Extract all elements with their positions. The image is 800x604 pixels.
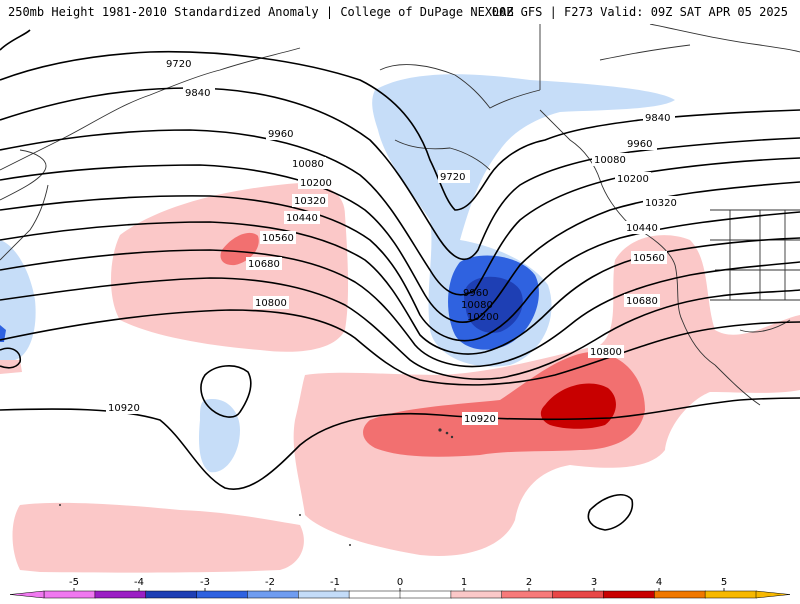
colorbar-segment [298, 590, 350, 599]
contour-label-10200: 10200 [300, 178, 332, 189]
contour-label-10320: 10320 [294, 196, 326, 207]
contour-label-10920: 10920 [108, 403, 140, 414]
contour-label-10560: 10560 [262, 233, 294, 244]
colorbar-segment [704, 590, 757, 599]
colorbar-tick-label: -1 [330, 577, 340, 588]
colorbar-segment [501, 590, 554, 599]
colorbar-segment [145, 590, 198, 599]
colorbar-tick-labels: -5 -4 -3 -2 -1 0 1 2 3 4 5 [69, 577, 727, 588]
colorbar-segment [552, 590, 605, 599]
colorbar-tick-label: -2 [265, 577, 275, 588]
contour-label-10080-east: 10080 [594, 155, 626, 166]
colorbar-segments [9, 590, 791, 599]
colorbar-segment [450, 590, 503, 599]
contour-label-9720-center: 9720 [440, 172, 465, 183]
model-run-info: 00Z GFS | F273 Valid: 09Z SAT APR 05 202… [491, 5, 788, 19]
contour-label-10800: 10800 [255, 298, 287, 309]
contour-label-10440: 10440 [286, 213, 318, 224]
colorbar-tick-label: 1 [461, 577, 467, 588]
colorbar-tick-label: 2 [526, 577, 532, 588]
colorbar-tick-label: 3 [591, 577, 597, 588]
contour-label-10200-east: 10200 [617, 174, 649, 185]
colorbar-tick-label: -4 [134, 577, 144, 588]
contour-label-10560-east: 10560 [633, 253, 665, 264]
contour-label-10200-low: 10200 [467, 312, 499, 323]
colorbar-segment [399, 590, 452, 599]
contour-label-10800-east: 10800 [590, 347, 622, 358]
colorbar-tick-label: -3 [200, 577, 210, 588]
extreme-positive-shading [540, 383, 616, 429]
contour-label-9960: 9960 [268, 129, 293, 140]
contour-labels: 9720 9840 9840 9960 9960 9720 10080 1008… [106, 57, 679, 425]
colorbar-tick-label: 5 [721, 577, 727, 588]
colorbar-tick-marks [73, 588, 725, 591]
colorbar-segment [348, 590, 401, 599]
contour-label-10680-east: 10680 [626, 296, 658, 307]
contour-label-10680: 10680 [248, 259, 280, 270]
colorbar-low-arrow [9, 590, 45, 599]
coastline-layer [0, 24, 800, 406]
colorbar-segment [94, 590, 147, 599]
colorbar-tick-label: 0 [397, 577, 403, 588]
contour-label-9960-low: 9960 [463, 288, 488, 299]
contour-label-10440-east: 10440 [626, 223, 658, 234]
contour-label-9840-east: 9840 [645, 113, 670, 124]
contour-label-9840: 9840 [185, 88, 210, 99]
colorbar-segment [196, 590, 249, 599]
colorbar-segment [247, 590, 300, 599]
contour-label-10080-low: 10080 [461, 300, 493, 311]
anomaly-map: 9720 9840 9840 9960 9960 9720 10080 1008… [0, 24, 800, 574]
contour-label-9720: 9720 [166, 59, 191, 70]
contour-label-10320-east: 10320 [645, 198, 677, 209]
map-title: 250mb Height 1981-2010 Standardized Anom… [8, 5, 514, 19]
colorbar-segment [603, 590, 656, 599]
colorbar-segment [654, 590, 706, 599]
contour-label-10080: 10080 [292, 159, 324, 170]
colorbar-graphic: -5 -4 -3 -2 -1 0 1 2 3 4 5 [9, 577, 791, 599]
colorbar: -5 -4 -3 -2 -1 0 1 2 3 4 5 [0, 574, 800, 600]
contour-label-10920-center: 10920 [464, 414, 496, 425]
islands-layer [59, 428, 454, 546]
map-panel: 9720 9840 9840 9960 9960 9720 10080 1008… [0, 24, 800, 574]
colorbar-tick-label: 4 [656, 577, 662, 588]
colorbar-segment [43, 590, 96, 599]
colorbar-high-arrow [755, 590, 791, 599]
header: 250mb Height 1981-2010 Standardized Anom… [0, 0, 800, 24]
colorbar-tick-label: -5 [69, 577, 79, 588]
contour-label-9960-east: 9960 [627, 139, 652, 150]
